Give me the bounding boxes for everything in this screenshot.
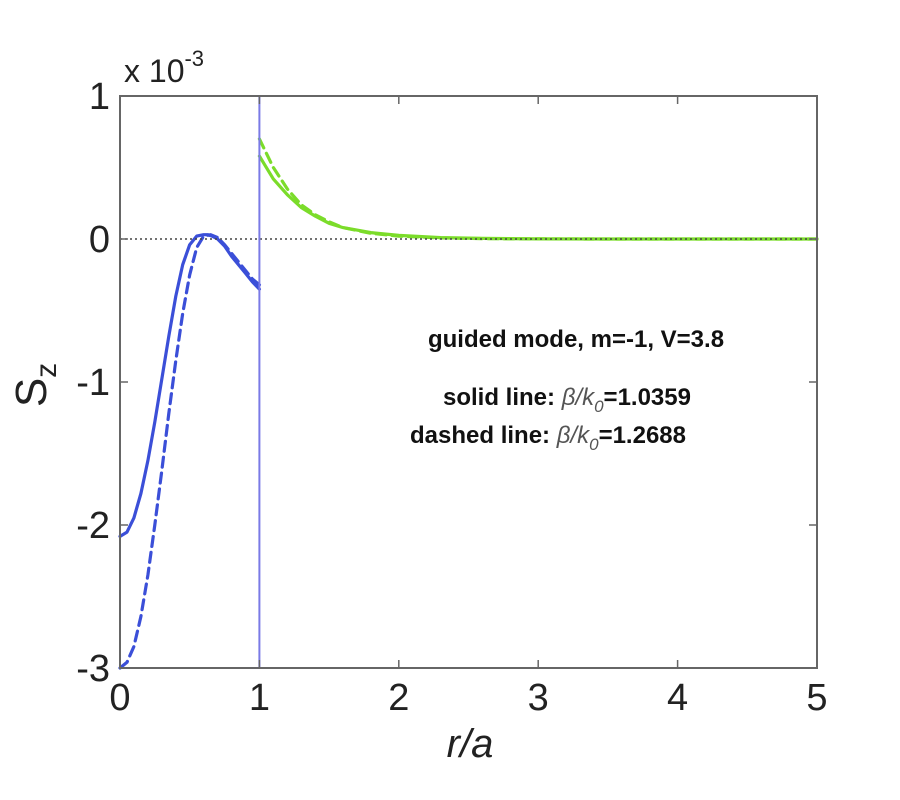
x-tick-label: 3	[528, 677, 549, 719]
x-tick-label: 1	[249, 677, 270, 719]
series-layer	[118, 137, 819, 670]
annotation-mode: guided mode, m=-1, V=3.8	[428, 326, 724, 353]
tick-layer: 0 1 2 3 4 5 1 0 -1 -2 -3	[76, 76, 827, 719]
y-axis-label-sub: z	[30, 363, 63, 378]
y-tick-label: 1	[89, 76, 110, 118]
y-tick-label: -1	[76, 362, 110, 404]
scale-exponent: -3	[184, 46, 204, 71]
annotation-solid-beta-sub: 0	[594, 397, 604, 416]
annotation-dashed: dashed line: β/k0=1.2688	[410, 422, 686, 454]
x-axis-label: r/a	[447, 722, 494, 766]
y-tick-label: -2	[76, 505, 110, 547]
series-line-2-dashed	[118, 233, 261, 670]
scale-factor-label: x 10-3	[124, 46, 204, 89]
scale-prefix: x 10	[124, 53, 184, 89]
annotation-dashed-prefix: dashed line:	[410, 422, 557, 449]
x-tick-label: 2	[388, 677, 409, 719]
annotation-dashed-beta-sub: 0	[589, 435, 599, 454]
x-tick-label: 5	[806, 677, 827, 719]
y-tick-label: -3	[76, 648, 110, 690]
svg-text:Sz: Sz	[7, 363, 63, 407]
y-tick-label: 0	[89, 219, 110, 261]
reference-lines	[120, 96, 817, 668]
annotation-solid-prefix: solid line:	[443, 384, 562, 411]
annotation-solid: solid line: β/k0=1.0359	[443, 384, 691, 416]
annotation-dashed-value: =1.2688	[599, 422, 686, 449]
x-tick-label: 4	[667, 677, 688, 719]
annotation-solid-value: =1.0359	[604, 384, 691, 411]
x-tick-label: 0	[109, 677, 130, 719]
series-line-4-dashed	[257, 137, 819, 241]
y-axis-label: Sz	[7, 363, 63, 407]
y-axis-label-main: S	[7, 378, 56, 407]
series-line-1-solid	[118, 233, 261, 539]
annotation-solid-beta: β/k	[561, 384, 596, 411]
annotation-dashed-beta: β/k	[556, 422, 591, 449]
